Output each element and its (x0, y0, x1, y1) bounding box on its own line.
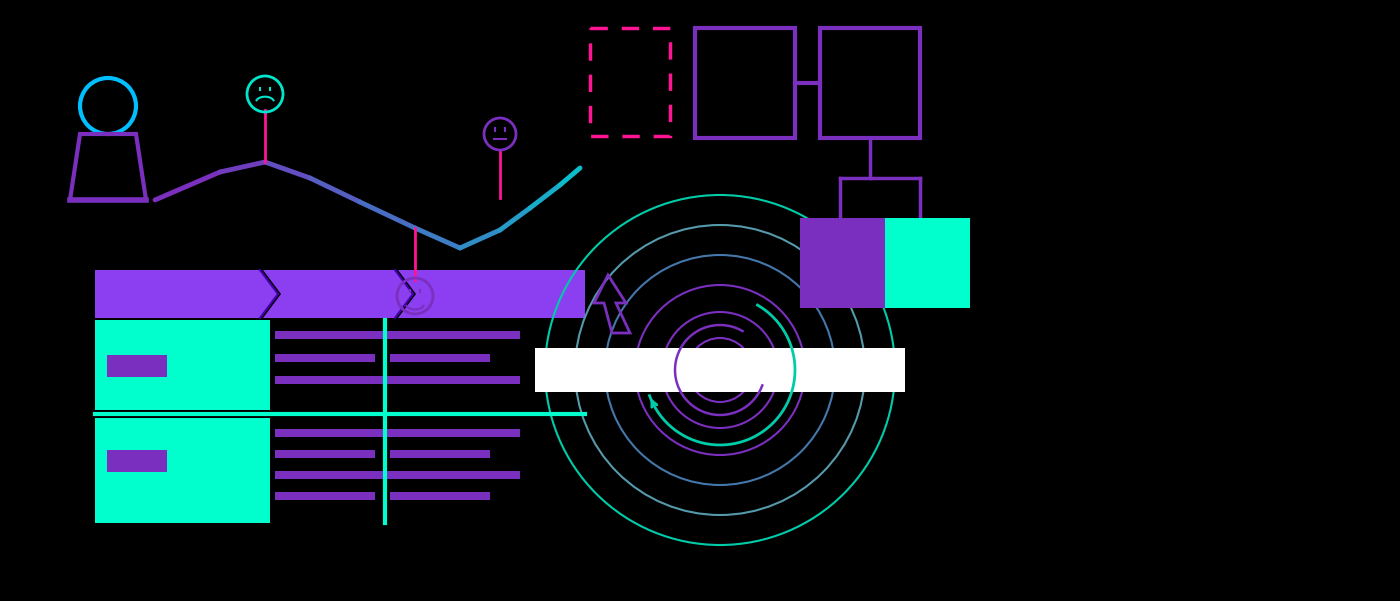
Bar (274, 450, 375, 457)
Bar (391, 471, 519, 478)
Bar (95, 320, 270, 410)
Bar (391, 492, 490, 499)
Bar (885, 218, 970, 308)
Bar (274, 471, 405, 478)
Bar (274, 429, 405, 436)
Bar (106, 355, 167, 377)
Bar (274, 492, 375, 499)
Bar (820, 28, 920, 138)
Bar (694, 28, 795, 138)
Polygon shape (395, 270, 416, 318)
Bar (589, 28, 671, 136)
Bar (391, 429, 519, 436)
Bar (535, 348, 904, 392)
Bar (274, 331, 405, 339)
Bar (95, 270, 585, 318)
Bar (274, 376, 405, 384)
Bar (274, 354, 375, 362)
Bar (95, 418, 270, 523)
Bar (799, 218, 885, 308)
Polygon shape (260, 270, 281, 318)
Bar (391, 354, 490, 362)
Bar (391, 331, 519, 339)
Bar (106, 450, 167, 472)
Bar (391, 450, 490, 457)
Bar (391, 376, 519, 384)
